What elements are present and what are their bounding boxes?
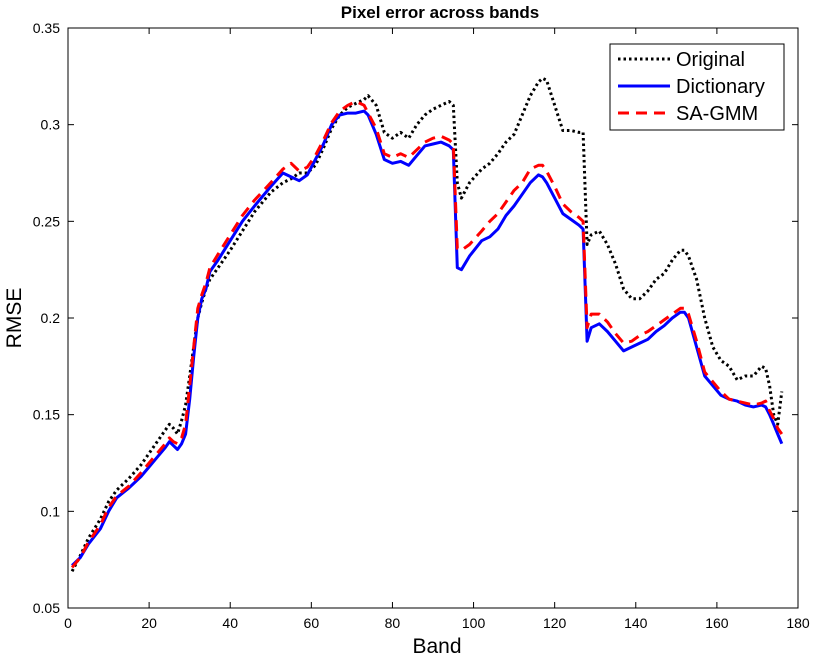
chart-title: Pixel error across bands (341, 3, 539, 22)
legend-label-dictionary: Dictionary (676, 76, 765, 98)
legend-label-original: Original (676, 49, 745, 71)
legend: Original Dictionary SA-GMM (609, 43, 785, 131)
y-axis-ticks: 0.05 0.1 0.15 0.2 0.25 0.3 0.35 (33, 20, 798, 616)
y-tick-label: 0.15 (33, 407, 60, 423)
x-tick-label: 60 (304, 615, 320, 631)
series-layer (70, 76, 784, 572)
y-tick-label: 0.1 (41, 503, 61, 519)
legend-label-sa-gmm: SA-GMM (676, 103, 758, 125)
x-tick-label: 160 (705, 615, 729, 631)
y-tick-label: 0.25 (33, 213, 60, 229)
x-tick-label: 0 (64, 615, 72, 631)
y-tick-label: 0.3 (41, 117, 61, 133)
y-tick-label: 0.2 (41, 310, 61, 326)
x-tick-label: 100 (462, 615, 486, 631)
series-line-sa-gmm (70, 100, 784, 569)
y-axis-label: RMSE (3, 288, 26, 349)
x-tick-label: 40 (222, 615, 238, 631)
series-line-dictionary (71, 109, 784, 567)
x-tick-label: 80 (385, 615, 401, 631)
x-axis-label: Band (412, 635, 461, 658)
y-tick-label: 0.05 (33, 600, 60, 616)
x-tick-label: 20 (141, 615, 157, 631)
x-tick-label: 140 (624, 615, 648, 631)
x-tick-label: 120 (543, 615, 567, 631)
x-tick-label: 180 (786, 615, 810, 631)
series-line-original (70, 76, 784, 572)
x-axis-ticks: 0 20 40 60 80 100 120 140 160 180 (64, 28, 810, 631)
y-tick-label: 0.35 (33, 20, 60, 36)
